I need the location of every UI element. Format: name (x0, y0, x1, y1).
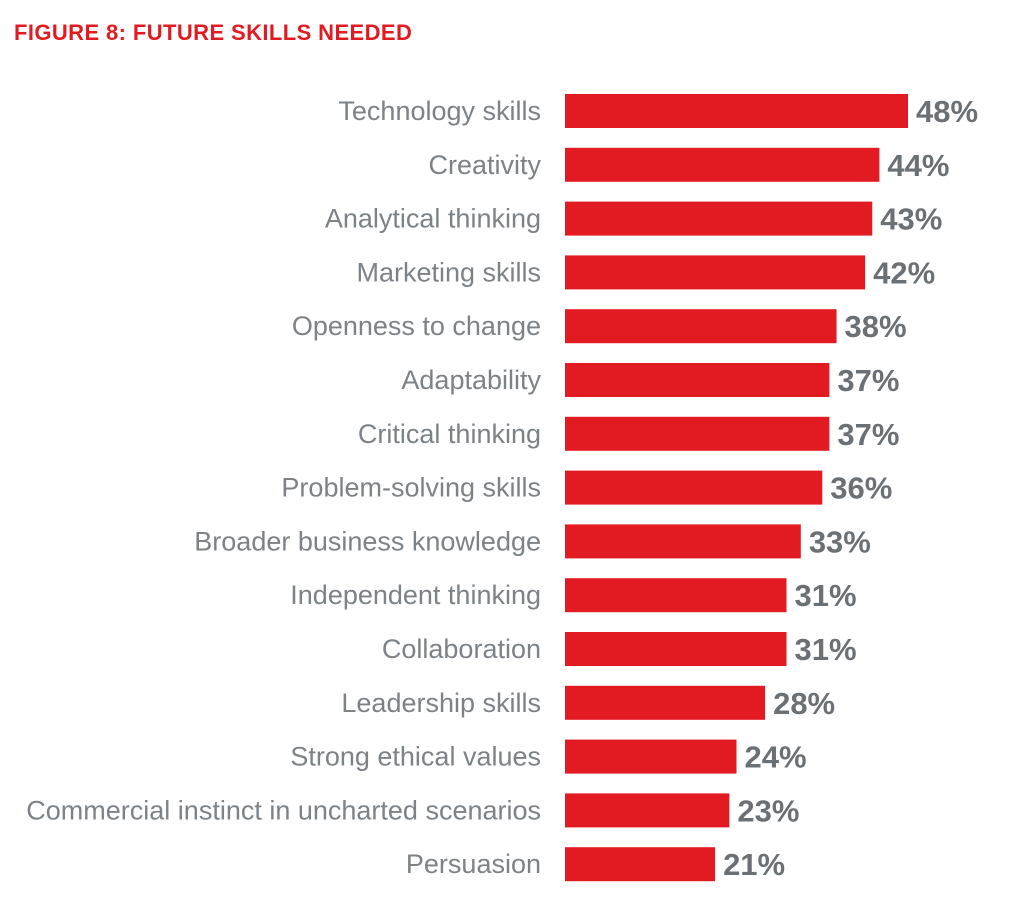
value-label: 31% (795, 632, 857, 667)
bar (565, 94, 908, 128)
value-label: 38% (845, 309, 907, 344)
bar (565, 255, 866, 290)
value-labels: 48% 44% 43% 42% 38% 37% 37% 36% 33% 31% 31% 28% 24% 2… (723, 94, 978, 882)
category-label: Leadership skills (341, 688, 541, 718)
bar (565, 632, 787, 666)
value-label: 48% (916, 94, 978, 129)
value-label: 37% (837, 363, 899, 398)
value-label: 33% (809, 524, 871, 559)
chart-title: FIGURE 8: FUTURE SKILLS NEEDED (14, 20, 413, 45)
value-label: 23% (737, 793, 799, 828)
value-label: 36% (830, 471, 892, 506)
value-label: 21% (723, 847, 785, 882)
bar (565, 578, 787, 613)
category-labels: Technology skills Creativity Analytical th… (26, 96, 541, 879)
category-label: Openness to change (292, 311, 541, 341)
bar (565, 793, 730, 828)
bar (565, 363, 830, 397)
bar (565, 685, 766, 720)
value-label: 37% (837, 417, 899, 452)
value-label: 24% (745, 740, 807, 775)
category-label: Problem-solving skills (281, 473, 541, 503)
bar (565, 147, 880, 182)
bar (565, 524, 801, 559)
bars (565, 94, 908, 882)
category-label: Commercial instinct in uncharted scenari… (26, 795, 541, 825)
value-label: 42% (873, 255, 935, 290)
value-label: 43% (880, 202, 942, 237)
bar (565, 201, 873, 236)
bar (565, 739, 737, 774)
value-label: 44% (887, 148, 949, 183)
category-label: Independent thinking (290, 580, 541, 610)
category-label: Critical thinking (358, 419, 541, 449)
category-label: Marketing skills (356, 257, 541, 287)
category-label: Analytical thinking (325, 204, 541, 234)
value-label: 31% (795, 578, 857, 613)
category-label: Persuasion (406, 849, 541, 879)
bar (565, 470, 823, 505)
bar (565, 309, 837, 344)
category-label: Technology skills (338, 96, 541, 126)
category-label: Adaptability (401, 365, 541, 395)
category-label: Creativity (428, 150, 541, 180)
value-label: 28% (773, 686, 835, 721)
bar (565, 847, 716, 882)
category-label: Strong ethical values (290, 742, 541, 772)
bar (565, 416, 830, 451)
category-label: Broader business knowledge (194, 526, 541, 556)
category-label: Collaboration (382, 634, 541, 664)
